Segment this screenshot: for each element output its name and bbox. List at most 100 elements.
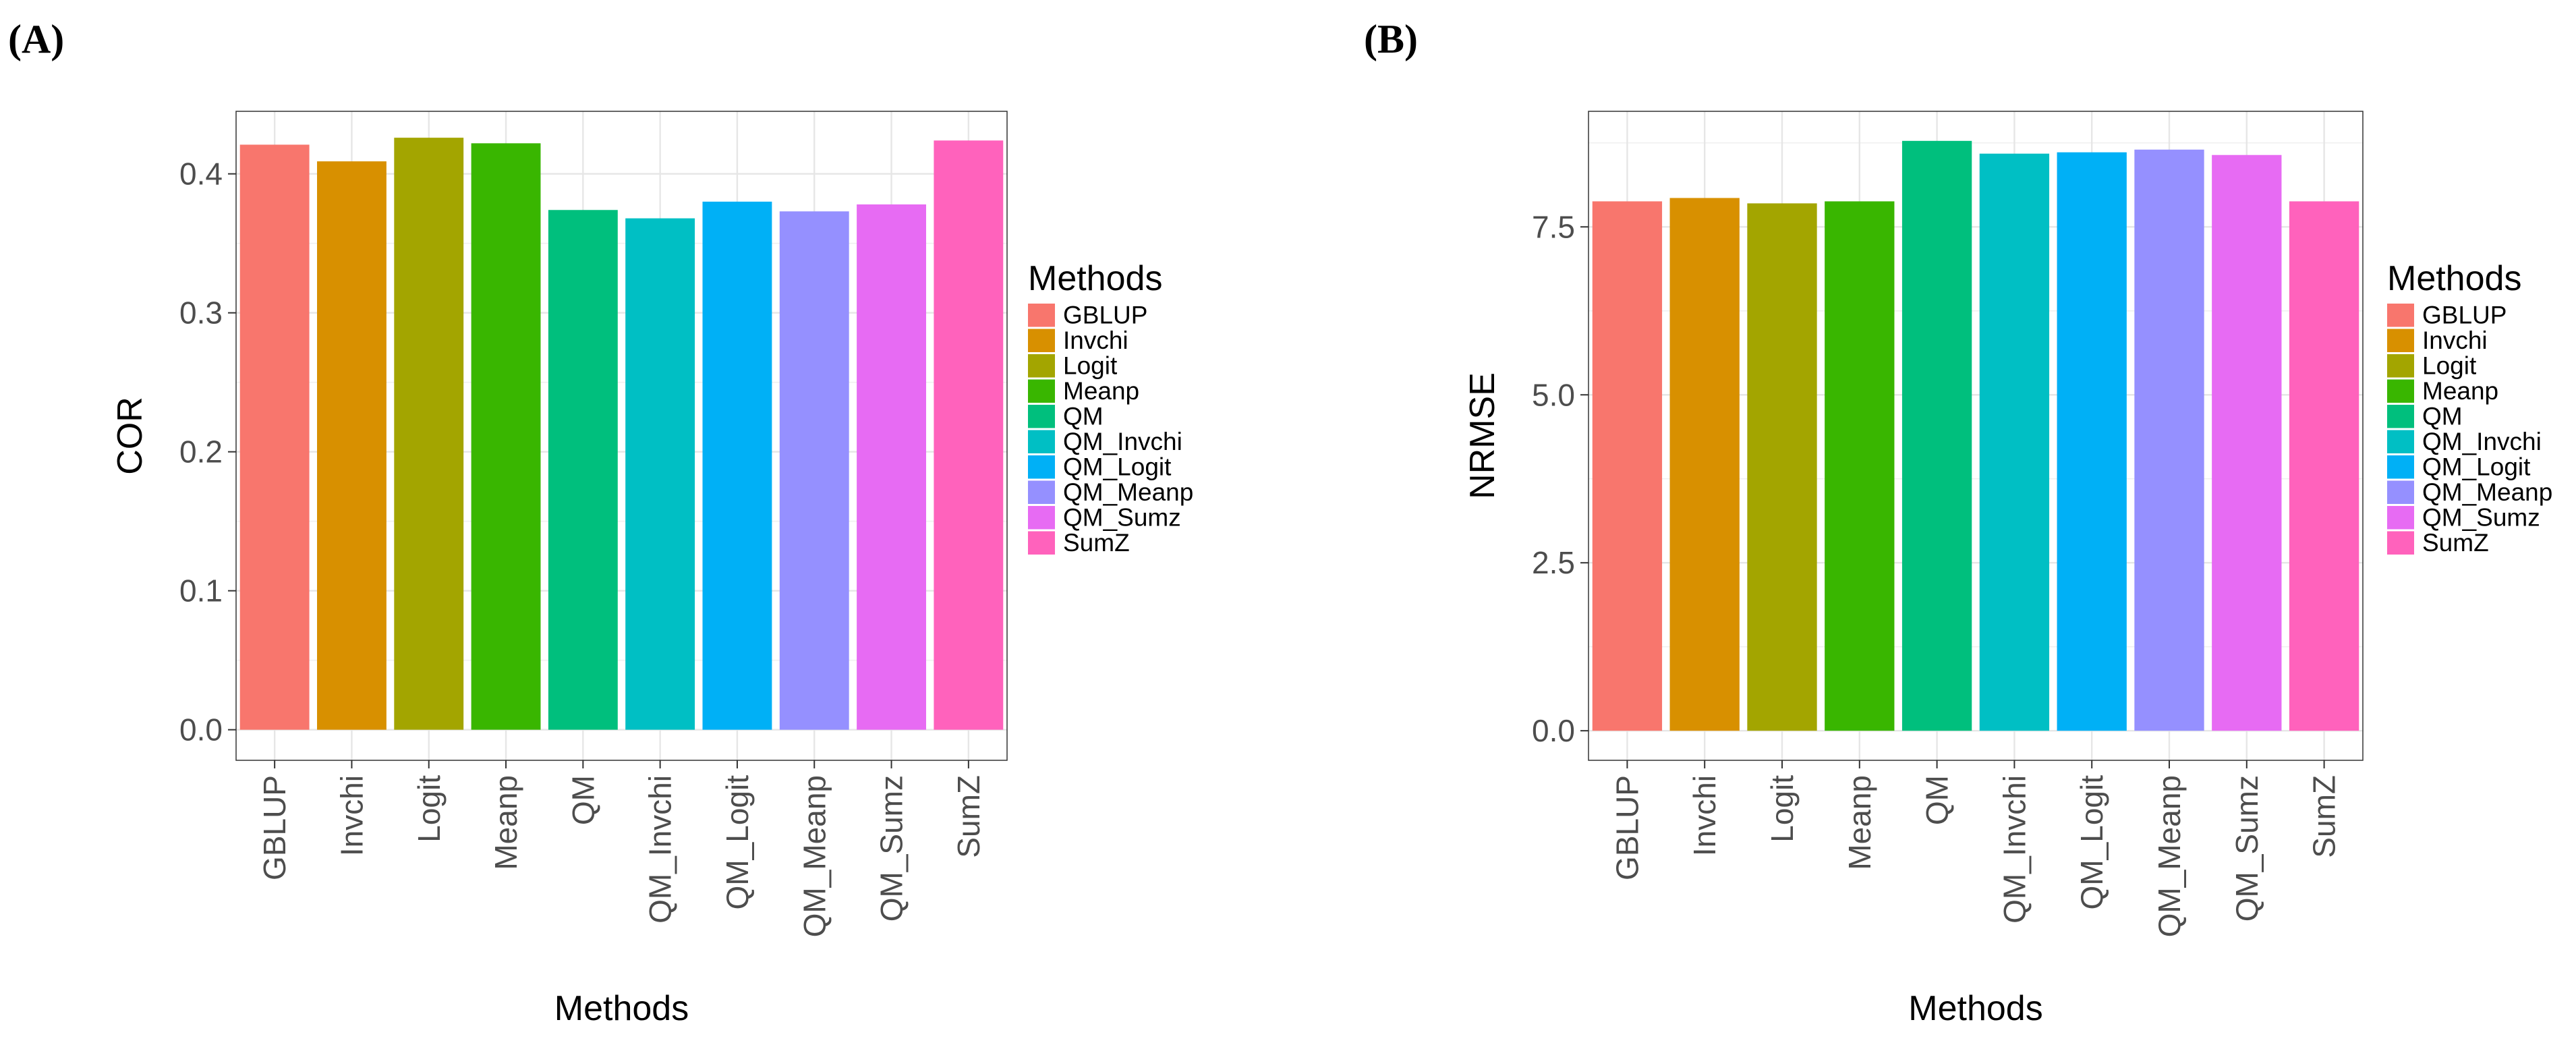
bar-gblup (1592, 201, 1663, 731)
legend-label: QM_Meanp (1063, 478, 1193, 506)
x-tick-label: QM (565, 775, 600, 825)
legend-swatch (2387, 379, 2414, 403)
x-tick-label: QM (1920, 775, 1955, 825)
x-tick-label: QM_Logit (2074, 775, 2109, 910)
x-tick-label: QM_Sumz (874, 775, 909, 922)
bar-invchi (1669, 198, 1740, 731)
bar-sumz (2289, 201, 2359, 731)
legend-swatch (2387, 480, 2414, 504)
legend-label: QM_Invchi (1063, 428, 1182, 455)
legend-swatch (2387, 531, 2414, 555)
bar-qm-meanp (779, 211, 849, 730)
legend-swatch (1028, 405, 1055, 428)
legend-label: Invchi (1063, 327, 1128, 354)
legend-label: QM_Invchi (2422, 428, 2542, 455)
legend-swatch (1028, 354, 1055, 378)
y-tick-label: 0.0 (179, 712, 223, 747)
bar-qm-logit (702, 201, 772, 730)
legend-label: GBLUP (2422, 302, 2507, 329)
bar-logit (394, 138, 464, 730)
y-tick-label: 0.0 (1532, 713, 1575, 748)
legend-title: Methods (1028, 259, 1162, 298)
plot-border (1588, 111, 2364, 761)
x-tick-label: Meanp (488, 775, 523, 870)
y-tick-label: 0.3 (179, 295, 223, 331)
x-tick-label: Invchi (1687, 775, 1722, 856)
bar-qm-sumz (857, 204, 926, 730)
legend-swatch (1028, 329, 1055, 352)
legend-swatch (1028, 480, 1055, 504)
x-tick-label: QM_Logit (720, 775, 755, 910)
legend-swatch (1028, 430, 1055, 453)
legend-label: QM_Sumz (2422, 504, 2540, 532)
bar-qm (1901, 140, 1972, 731)
legend-swatch (2387, 304, 2414, 327)
legend-label: QM (1063, 403, 1104, 430)
bar-qm (548, 210, 618, 730)
plot-border (235, 111, 1008, 761)
bar-meanp (471, 143, 541, 730)
y-tick-label: 7.5 (1532, 209, 1575, 244)
x-tick-label: GBLUP (257, 775, 292, 880)
legend-label: QM_Logit (1063, 453, 1172, 481)
y-axis-title: COR (111, 397, 150, 475)
bar-qm-logit (2057, 152, 2127, 731)
legend-swatch (2387, 506, 2414, 530)
x-tick-label: QM_Meanp (797, 775, 832, 937)
y-tick-label: 0.1 (179, 573, 223, 609)
legend-swatch (2387, 329, 2414, 352)
legend-label: QM (2422, 403, 2463, 430)
legend-label: QM_Meanp (2422, 478, 2552, 506)
x-tick-label: Logit (411, 775, 447, 843)
bar-qm-meanp (2134, 149, 2204, 731)
legend-swatch (2387, 354, 2414, 378)
x-tick-label: Logit (1765, 775, 1800, 843)
x-tick-label: SumZ (951, 775, 986, 858)
panel-label: (B) (1364, 17, 1418, 61)
panel-label: (A) (8, 17, 64, 61)
x-tick-label: Invchi (334, 775, 369, 856)
legend-swatch (1028, 304, 1055, 327)
bar-gblup (239, 144, 310, 730)
legend-swatch (1028, 379, 1055, 403)
legend-label: SumZ (2422, 529, 2489, 557)
legend-swatch (2387, 405, 2414, 428)
x-axis-title: Methods (1908, 989, 2042, 1028)
bar-qm-sumz (2212, 154, 2282, 731)
legend-label: QM_Sumz (1063, 504, 1181, 532)
bar-sumz (934, 140, 1004, 730)
legend-swatch (1028, 506, 1055, 530)
legend-label: Logit (2422, 352, 2477, 380)
x-tick-label: SumZ (2307, 775, 2342, 858)
x-axis-title: Methods (554, 989, 689, 1028)
legend-swatch (1028, 531, 1055, 555)
y-tick-label: 0.4 (179, 157, 223, 192)
legend-label: GBLUP (1063, 302, 1147, 329)
bar-qm-invchi (1979, 153, 2050, 731)
bar-meanp (1825, 201, 1895, 731)
x-tick-label: QM_Meanp (2152, 775, 2187, 937)
legend-label: Meanp (2422, 377, 2498, 405)
legend-label: Logit (1063, 352, 1118, 380)
x-tick-label: QM_Sumz (2229, 775, 2264, 922)
legend-swatch (2387, 430, 2414, 453)
legend-label: SumZ (1063, 529, 1130, 557)
bar-logit (1747, 203, 1817, 731)
legend-title: Methods (2387, 259, 2521, 298)
bar-invchi (317, 161, 387, 730)
x-tick-label: QM_Invchi (643, 775, 678, 924)
legend-swatch (1028, 455, 1055, 479)
legend-label: Meanp (1063, 377, 1139, 405)
x-tick-label: Meanp (1842, 775, 1877, 870)
y-tick-label: 0.2 (179, 434, 223, 470)
legend-label: Invchi (2422, 327, 2488, 354)
bar-qm-invchi (625, 218, 695, 730)
y-axis-title: NRMSE (1463, 372, 1502, 499)
x-tick-label: GBLUP (1609, 775, 1644, 880)
x-tick-label: QM_Invchi (1997, 775, 2032, 924)
legend-label: QM_Logit (2422, 453, 2531, 481)
legend-swatch (2387, 455, 2414, 479)
